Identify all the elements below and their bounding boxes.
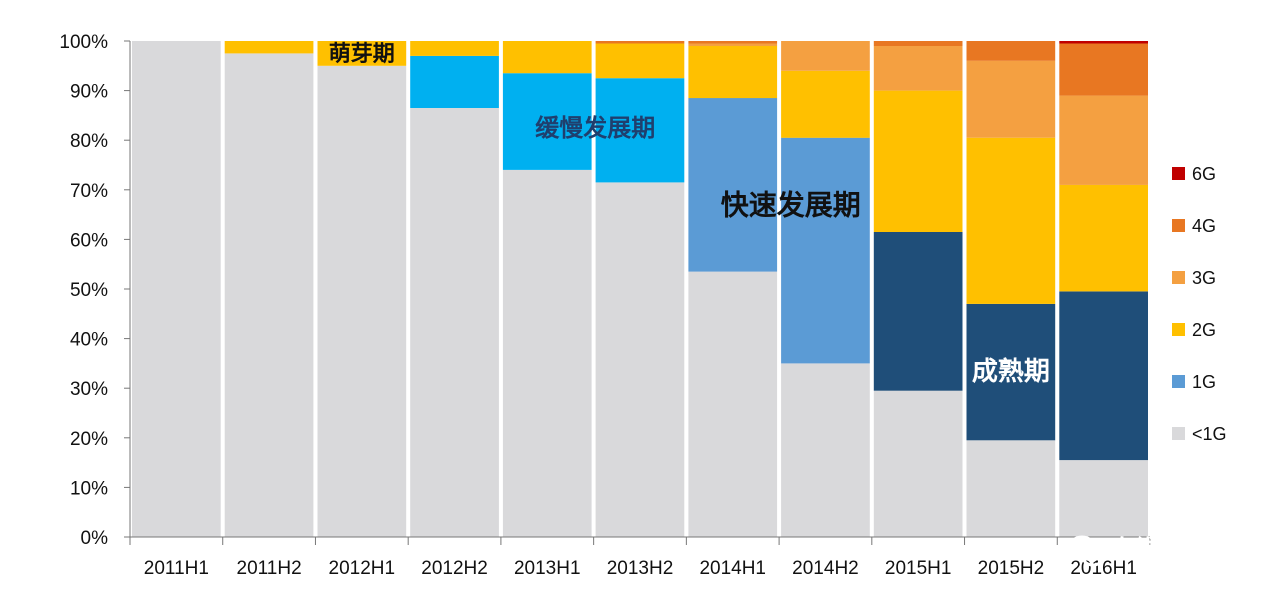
legend-swatch-6G	[1172, 167, 1185, 180]
legend: 6G 4G 3G 2G 1G <1G	[1172, 164, 1227, 444]
x-tick-label: 2013H2	[607, 558, 674, 579]
bar-segment-2016H1-4G	[1059, 43, 1148, 96]
bar-segment-2016H1-lt1G	[1059, 460, 1148, 537]
y-tick-label: 50%	[70, 280, 108, 301]
legend-label: <1G	[1192, 424, 1227, 444]
bar-segment-2015H1-2G	[873, 90, 963, 232]
y-tick-label: 40%	[70, 330, 108, 351]
bar-segment-2015H2-lt1G	[966, 440, 1056, 537]
bar-segment-2013H2-1G	[595, 78, 685, 183]
legend-label: 6G	[1192, 164, 1216, 184]
bar-segment-2013H2-2G	[595, 43, 685, 79]
bar-segment-2014H2-2G	[781, 70, 870, 138]
x-tick-label: 2011H1	[144, 558, 209, 579]
x-tick-label: 2012H1	[329, 558, 396, 579]
bar-segment-2014H1-1G	[688, 98, 778, 272]
bar-segment-2012H2-lt1G	[410, 108, 499, 537]
bar-segment-2015H1-3G	[873, 46, 963, 91]
bar-segment-2014H2-lt1G	[781, 363, 870, 537]
x-tick-label: 2014H1	[699, 558, 766, 579]
legend-swatch-lt1G	[1172, 427, 1185, 440]
bar-segment-2014H2-3G	[781, 41, 870, 71]
legend-label: 2G	[1192, 320, 1216, 340]
phase-annotation: 缓慢发展期	[535, 114, 655, 142]
bar-segment-2016H1-6G	[1059, 41, 1148, 44]
bar-segment-2015H1-4G	[873, 41, 963, 46]
bar-segment-2011H1-lt1G	[132, 41, 221, 537]
bar-segment-2014H1-2G	[688, 46, 778, 99]
bar-segment-2015H1-1G	[873, 232, 963, 391]
bar-segment-2013H2-lt1G	[595, 182, 685, 537]
bar-segment-2011H2-2G	[224, 41, 314, 54]
legend-swatch-1G	[1172, 375, 1185, 388]
phase-annotation: 成熟期	[972, 356, 1050, 387]
bar-segment-2015H1-lt1G	[873, 390, 963, 537]
y-tick-label: 0%	[81, 528, 109, 549]
bar-segment-2013H1-lt1G	[502, 170, 592, 537]
bar-segment-2012H1-2G	[317, 41, 407, 66]
y-tick-label: 80%	[70, 131, 108, 152]
y-tick-label: 30%	[70, 379, 108, 400]
y-tick-label: 100%	[59, 32, 108, 53]
bar-segment-2015H2-4G	[966, 41, 1056, 61]
legend-label: 4G	[1192, 216, 1216, 236]
bar-segment-2013H1-1G	[502, 73, 592, 170]
y-tick-label: 20%	[70, 429, 108, 450]
legend-swatch-2G	[1172, 323, 1185, 336]
bar-segment-2013H1-2G	[502, 41, 592, 74]
x-tick-label: 2015H1	[885, 558, 952, 579]
bar-segment-2014H1-lt1G	[688, 271, 778, 537]
bar-segment-2012H2-1G	[410, 55, 499, 108]
legend-swatch-3G	[1172, 271, 1185, 284]
bar-segment-2012H2-2G	[410, 41, 499, 56]
phase-annotation: 萌芽期	[329, 42, 395, 67]
axes: 0% 10% 20% 30% 40% 50% 60% 70% 80% 90% 100% 2011H1 2…	[59, 32, 1151, 579]
bar-segment-2014H2-1G	[781, 137, 870, 364]
bar-segment-2013H2-4G	[595, 41, 685, 44]
y-tick-label: 90%	[70, 82, 108, 103]
bar-segment-2016H1-3G	[1059, 95, 1148, 185]
watermark: 奥维云网	[1067, 535, 1206, 567]
x-tick-label: 2011H2	[237, 558, 302, 579]
y-tick-label: 10%	[70, 478, 108, 499]
phase-annotation: 快速发展期	[721, 188, 861, 221]
y-tick-label: 70%	[70, 181, 108, 202]
x-tick-label: 2013H1	[514, 558, 581, 579]
legend-label: 1G	[1192, 372, 1216, 392]
bar-segment-2016H1-1G	[1059, 291, 1148, 461]
bar-segment-2014H1-3G	[688, 43, 778, 46]
y-tick-label: 60%	[70, 230, 108, 251]
bar-segment-2015H2-1G	[966, 303, 1056, 441]
x-tick-label: 2014H2	[792, 558, 859, 579]
plot-area	[132, 41, 1148, 538]
legend-swatch-4G	[1172, 219, 1185, 232]
bar-segment-2015H2-3G	[966, 60, 1056, 138]
x-tick-label: 2015H2	[978, 558, 1045, 579]
bar-segment-2014H1-4G	[688, 41, 778, 44]
x-tick-label: 2012H2	[421, 558, 488, 579]
bar-segment-2016H1-2G	[1059, 184, 1148, 292]
bar-segment-2011H2-lt1G	[224, 53, 314, 538]
legend-label: 3G	[1192, 268, 1216, 288]
bar-segment-2012H1-lt1G	[317, 65, 407, 538]
bar-segment-2015H2-2G	[966, 137, 1056, 304]
watermark-text: 奥维云网	[1110, 535, 1206, 563]
wechat-icon	[1067, 535, 1105, 567]
